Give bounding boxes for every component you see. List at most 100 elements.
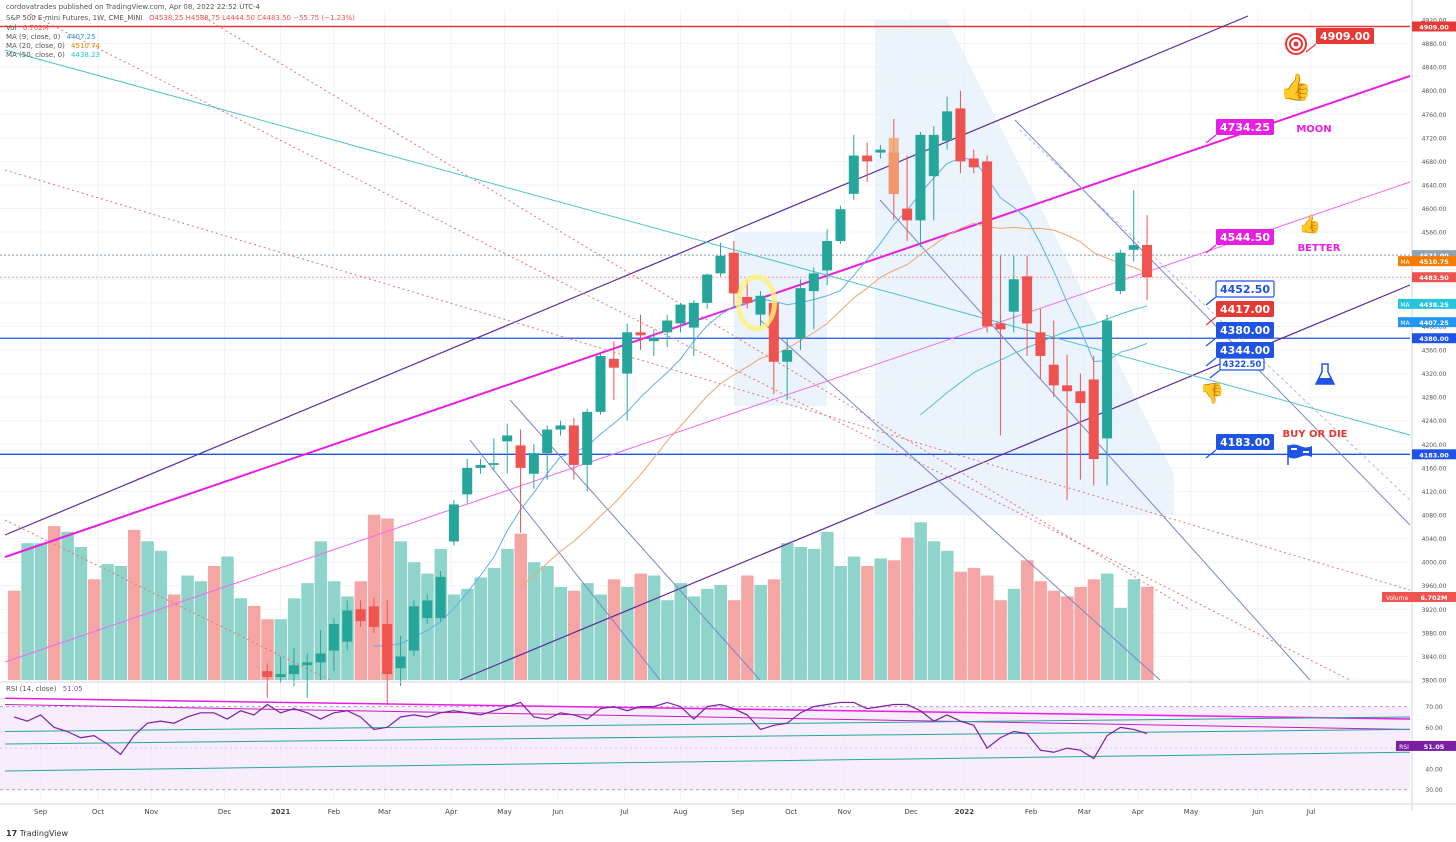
volume-bar: [487, 567, 501, 680]
time-tick-label: Jun: [1251, 808, 1263, 816]
price-tick-label: 4080.00: [1422, 513, 1447, 520]
volume-bar: [8, 590, 21, 680]
tradingview-logo-text: TradingView: [19, 829, 69, 838]
volume-tag: [1412, 592, 1456, 602]
rsi-legend[interactable]: RSI (14, close) 51.05: [6, 685, 83, 693]
callout-pointer: [1205, 337, 1217, 347]
publisher-line: cordovatrades published on TradingView.c…: [6, 3, 261, 11]
candle-body: [502, 435, 513, 442]
ma-tag-prefix-label: MA: [1400, 259, 1410, 266]
volume-tag-value: 6.702M: [1420, 594, 1447, 602]
volume-bar: [1074, 586, 1087, 680]
candle-body: [382, 624, 393, 675]
price-tag-label: 4380.00: [1419, 335, 1449, 343]
vol-legend[interactable]: Vol 6.702M: [6, 24, 49, 32]
volume-bar: [554, 586, 568, 680]
time-tick-label: Nov: [144, 808, 158, 816]
blue-channel-c: [759, 319, 1161, 681]
ma20-legend[interactable]: MA (20, close, 0) 4510.74: [6, 42, 100, 50]
time-tick-label: Jul: [619, 808, 629, 816]
ma50-legend-value: 4438.23: [71, 51, 100, 59]
price-tick-label: 4800.00: [1422, 88, 1447, 95]
candle-body: [982, 161, 993, 327]
callout-box: [1216, 229, 1274, 245]
volume-series: [8, 514, 1154, 680]
time-tick-label: Apr: [1132, 808, 1144, 816]
price-tick-label: 4760.00: [1422, 112, 1447, 119]
teal-trend-line: [4, 49, 1411, 436]
volume-bar: [594, 594, 608, 680]
candle-body: [622, 332, 633, 374]
volume-bar: [754, 585, 767, 680]
volume-bar: [714, 585, 727, 680]
price-tag-label: 4909.00: [1419, 23, 1449, 31]
candle-body: [635, 332, 646, 336]
volume-bar: [781, 543, 794, 680]
candle-body: [702, 274, 713, 303]
time-tick-label: 2021: [271, 808, 291, 816]
time-tick-label: Jul: [1306, 808, 1316, 816]
time-tick-label: Feb: [1025, 808, 1038, 816]
price-tick-label: 4320.00: [1422, 371, 1447, 378]
callout-pointer: [1205, 296, 1217, 306]
volume-bar: [127, 529, 141, 680]
shaded-box: [733, 232, 828, 406]
candle-body: [835, 209, 846, 241]
volume-bar: [514, 533, 528, 680]
candle-body: [1128, 245, 1139, 250]
candle-body: [742, 296, 753, 303]
ma50-legend[interactable]: MA (50, close, 0) 4438.23: [6, 51, 100, 59]
rsi-trend-line: [4, 704, 1411, 730]
ma-tag-prefix-label: MA: [1400, 320, 1410, 327]
time-tick-label: Jun: [551, 808, 563, 816]
volume-bar: [861, 566, 874, 680]
volume-bar: [767, 579, 781, 680]
time-tick-label: Apr: [445, 808, 457, 816]
rsi-line: [13, 701, 1148, 760]
price-tick-label: 4120.00: [1422, 489, 1447, 496]
volume-bar: [274, 619, 288, 680]
callout-pointer: [1209, 369, 1221, 379]
volume-tag-prefix: [1382, 592, 1412, 602]
candle-body: [1102, 320, 1113, 439]
volume-bar: [1087, 579, 1101, 680]
callout-box: [1219, 357, 1265, 371]
candle-body: [848, 155, 859, 194]
volume-bar: [741, 575, 754, 680]
candle-body: [462, 467, 473, 495]
ma-50-line: [920, 305, 1148, 416]
candle-body: [555, 425, 566, 430]
volume-bar: [541, 566, 554, 680]
price-tick-label: 4600.00: [1422, 206, 1447, 213]
candle-body: [542, 429, 553, 454]
note-moon: MOON: [1296, 124, 1331, 135]
rsi-legend-label: RSI (14, close): [6, 685, 57, 693]
volume-bar: [634, 573, 648, 680]
time-tick-label: Mar: [378, 808, 391, 816]
candle-body: [1048, 364, 1059, 386]
price-tick-label: 4640.00: [1422, 183, 1447, 190]
ma-tag-prefix: [1398, 298, 1412, 309]
candle-body: [1075, 391, 1086, 404]
callout-pointer: [1205, 449, 1217, 459]
candle-body: [768, 302, 779, 362]
rsi-legend-value: 51.05: [62, 685, 83, 693]
price-tick-label: 4920.00: [1422, 18, 1447, 25]
ma9-legend[interactable]: MA (9, close, 0) 4407.25: [6, 33, 96, 41]
candle-body: [568, 425, 579, 465]
price-tick-label: 4880.00: [1422, 41, 1447, 48]
volume-bar: [421, 573, 434, 680]
blue-channel-e: [469, 439, 661, 681]
candle-body: [808, 273, 819, 292]
note-buy-or-die: BUY OR DIE: [1283, 429, 1348, 440]
tradingview-logo[interactable]: 17 TradingView: [6, 829, 68, 838]
volume-bar: [994, 600, 1007, 680]
volume-bar: [247, 605, 261, 680]
candle-body: [302, 662, 313, 666]
volume-bar: [847, 556, 861, 680]
callout-label: 4417.00: [1220, 303, 1270, 316]
volume-bar: [194, 581, 208, 680]
volume-bar: [394, 541, 408, 680]
candle-body: [648, 338, 659, 342]
